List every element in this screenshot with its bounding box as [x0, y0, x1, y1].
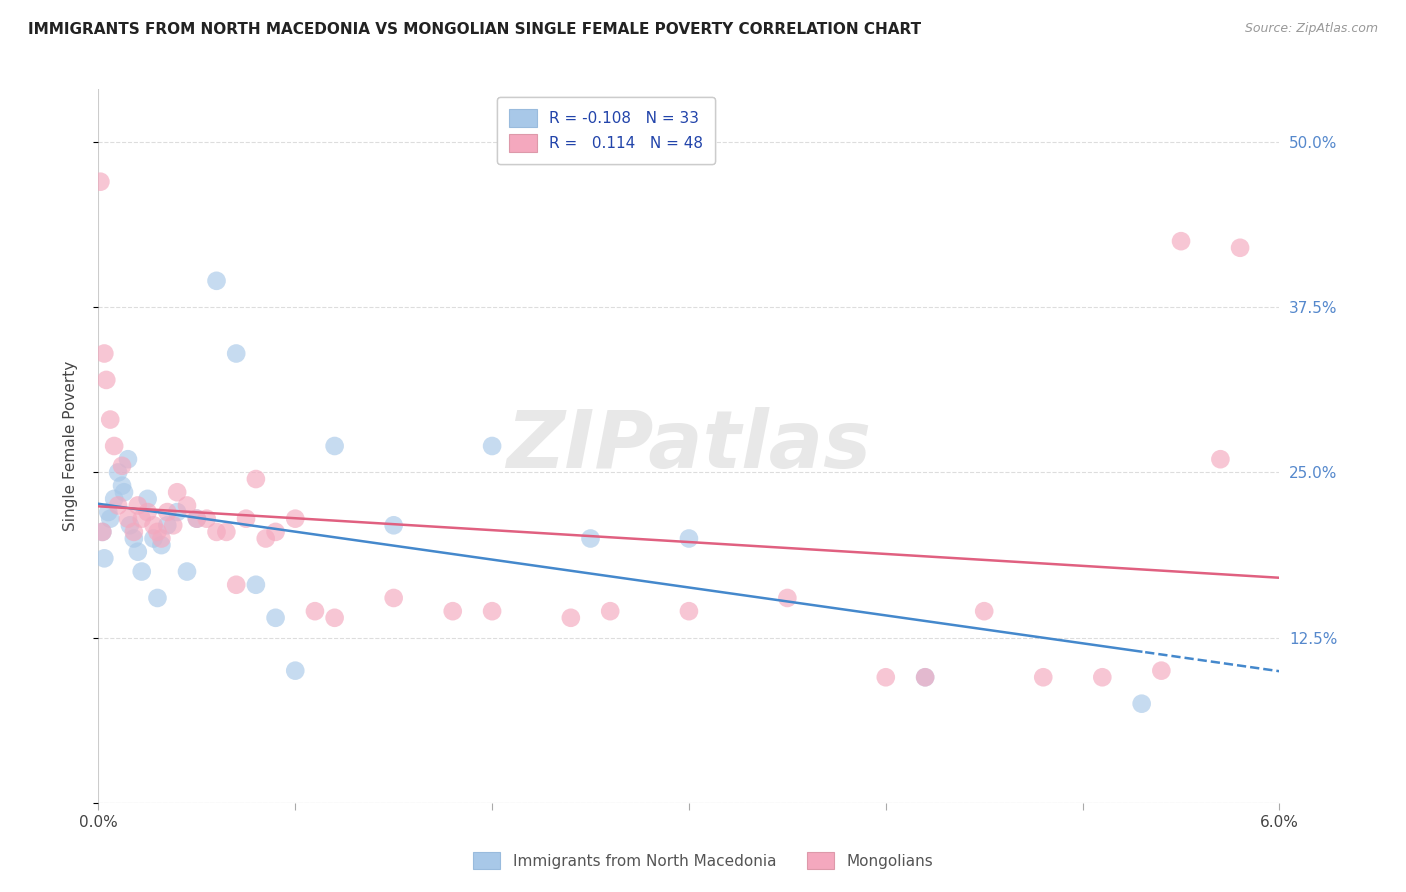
- Point: [264, 524, 287, 539]
- Point: [122, 532, 145, 546]
- Point: [98, 412, 121, 426]
- Point: [127, 499, 149, 513]
- Point: [481, 439, 503, 453]
- Point: [245, 578, 267, 592]
- Point: [131, 511, 153, 525]
- Point: [304, 604, 326, 618]
- Point: [96, 373, 118, 387]
- Point: [98, 511, 121, 525]
- Legend: R = -0.108   N = 33, R =   0.114   N = 48: R = -0.108 N = 33, R = 0.114 N = 48: [498, 97, 716, 164]
- Point: [875, 670, 897, 684]
- Point: [117, 511, 139, 525]
- Point: [225, 346, 247, 360]
- Point: [205, 274, 228, 288]
- Point: [91, 524, 114, 539]
- Point: [678, 532, 700, 546]
- Point: [254, 532, 277, 546]
- Point: [284, 511, 307, 525]
- Text: ZIPatlas: ZIPatlas: [506, 407, 872, 485]
- Point: [1170, 234, 1192, 248]
- Point: [1091, 670, 1114, 684]
- Text: Source: ZipAtlas.com: Source: ZipAtlas.com: [1244, 22, 1378, 36]
- Point: [156, 505, 179, 519]
- Point: [973, 604, 995, 618]
- Point: [150, 532, 173, 546]
- Point: [162, 518, 184, 533]
- Point: [599, 604, 621, 618]
- Point: [107, 466, 129, 480]
- Point: [142, 518, 165, 533]
- Point: [111, 478, 134, 492]
- Legend: Immigrants from North Macedonia, Mongolians: Immigrants from North Macedonia, Mongoli…: [467, 846, 939, 875]
- Point: [284, 664, 307, 678]
- Point: [678, 604, 700, 618]
- Point: [150, 538, 173, 552]
- Point: [122, 524, 145, 539]
- Point: [166, 505, 188, 519]
- Point: [1032, 670, 1054, 684]
- Point: [93, 346, 115, 360]
- Point: [914, 670, 936, 684]
- Point: [103, 439, 125, 453]
- Point: [127, 545, 149, 559]
- Point: [1209, 452, 1232, 467]
- Point: [441, 604, 464, 618]
- Point: [91, 524, 114, 539]
- Point: [89, 175, 111, 189]
- Point: [97, 505, 120, 519]
- Point: [914, 670, 936, 684]
- Point: [382, 591, 405, 605]
- Point: [215, 524, 238, 539]
- Point: [176, 565, 198, 579]
- Point: [176, 499, 198, 513]
- Point: [205, 524, 228, 539]
- Point: [136, 505, 159, 519]
- Point: [579, 532, 602, 546]
- Text: IMMIGRANTS FROM NORTH MACEDONIA VS MONGOLIAN SINGLE FEMALE POVERTY CORRELATION C: IMMIGRANTS FROM NORTH MACEDONIA VS MONGO…: [28, 22, 921, 37]
- Point: [560, 611, 582, 625]
- Point: [117, 452, 139, 467]
- Point: [146, 591, 169, 605]
- Point: [481, 604, 503, 618]
- Point: [118, 518, 141, 533]
- Point: [111, 458, 134, 473]
- Point: [1229, 241, 1251, 255]
- Point: [225, 578, 247, 592]
- Point: [166, 485, 188, 500]
- Point: [131, 565, 153, 579]
- Point: [112, 485, 135, 500]
- Point: [245, 472, 267, 486]
- Point: [146, 524, 169, 539]
- Point: [103, 491, 125, 506]
- Point: [323, 611, 346, 625]
- Point: [142, 532, 165, 546]
- Point: [1130, 697, 1153, 711]
- Point: [156, 518, 179, 533]
- Point: [186, 511, 208, 525]
- Y-axis label: Single Female Poverty: Single Female Poverty: [63, 361, 77, 531]
- Point: [93, 551, 115, 566]
- Point: [235, 511, 257, 525]
- Point: [1150, 664, 1173, 678]
- Point: [195, 511, 218, 525]
- Point: [264, 611, 287, 625]
- Point: [382, 518, 405, 533]
- Point: [323, 439, 346, 453]
- Point: [776, 591, 799, 605]
- Point: [107, 499, 129, 513]
- Point: [186, 511, 208, 525]
- Point: [136, 491, 159, 506]
